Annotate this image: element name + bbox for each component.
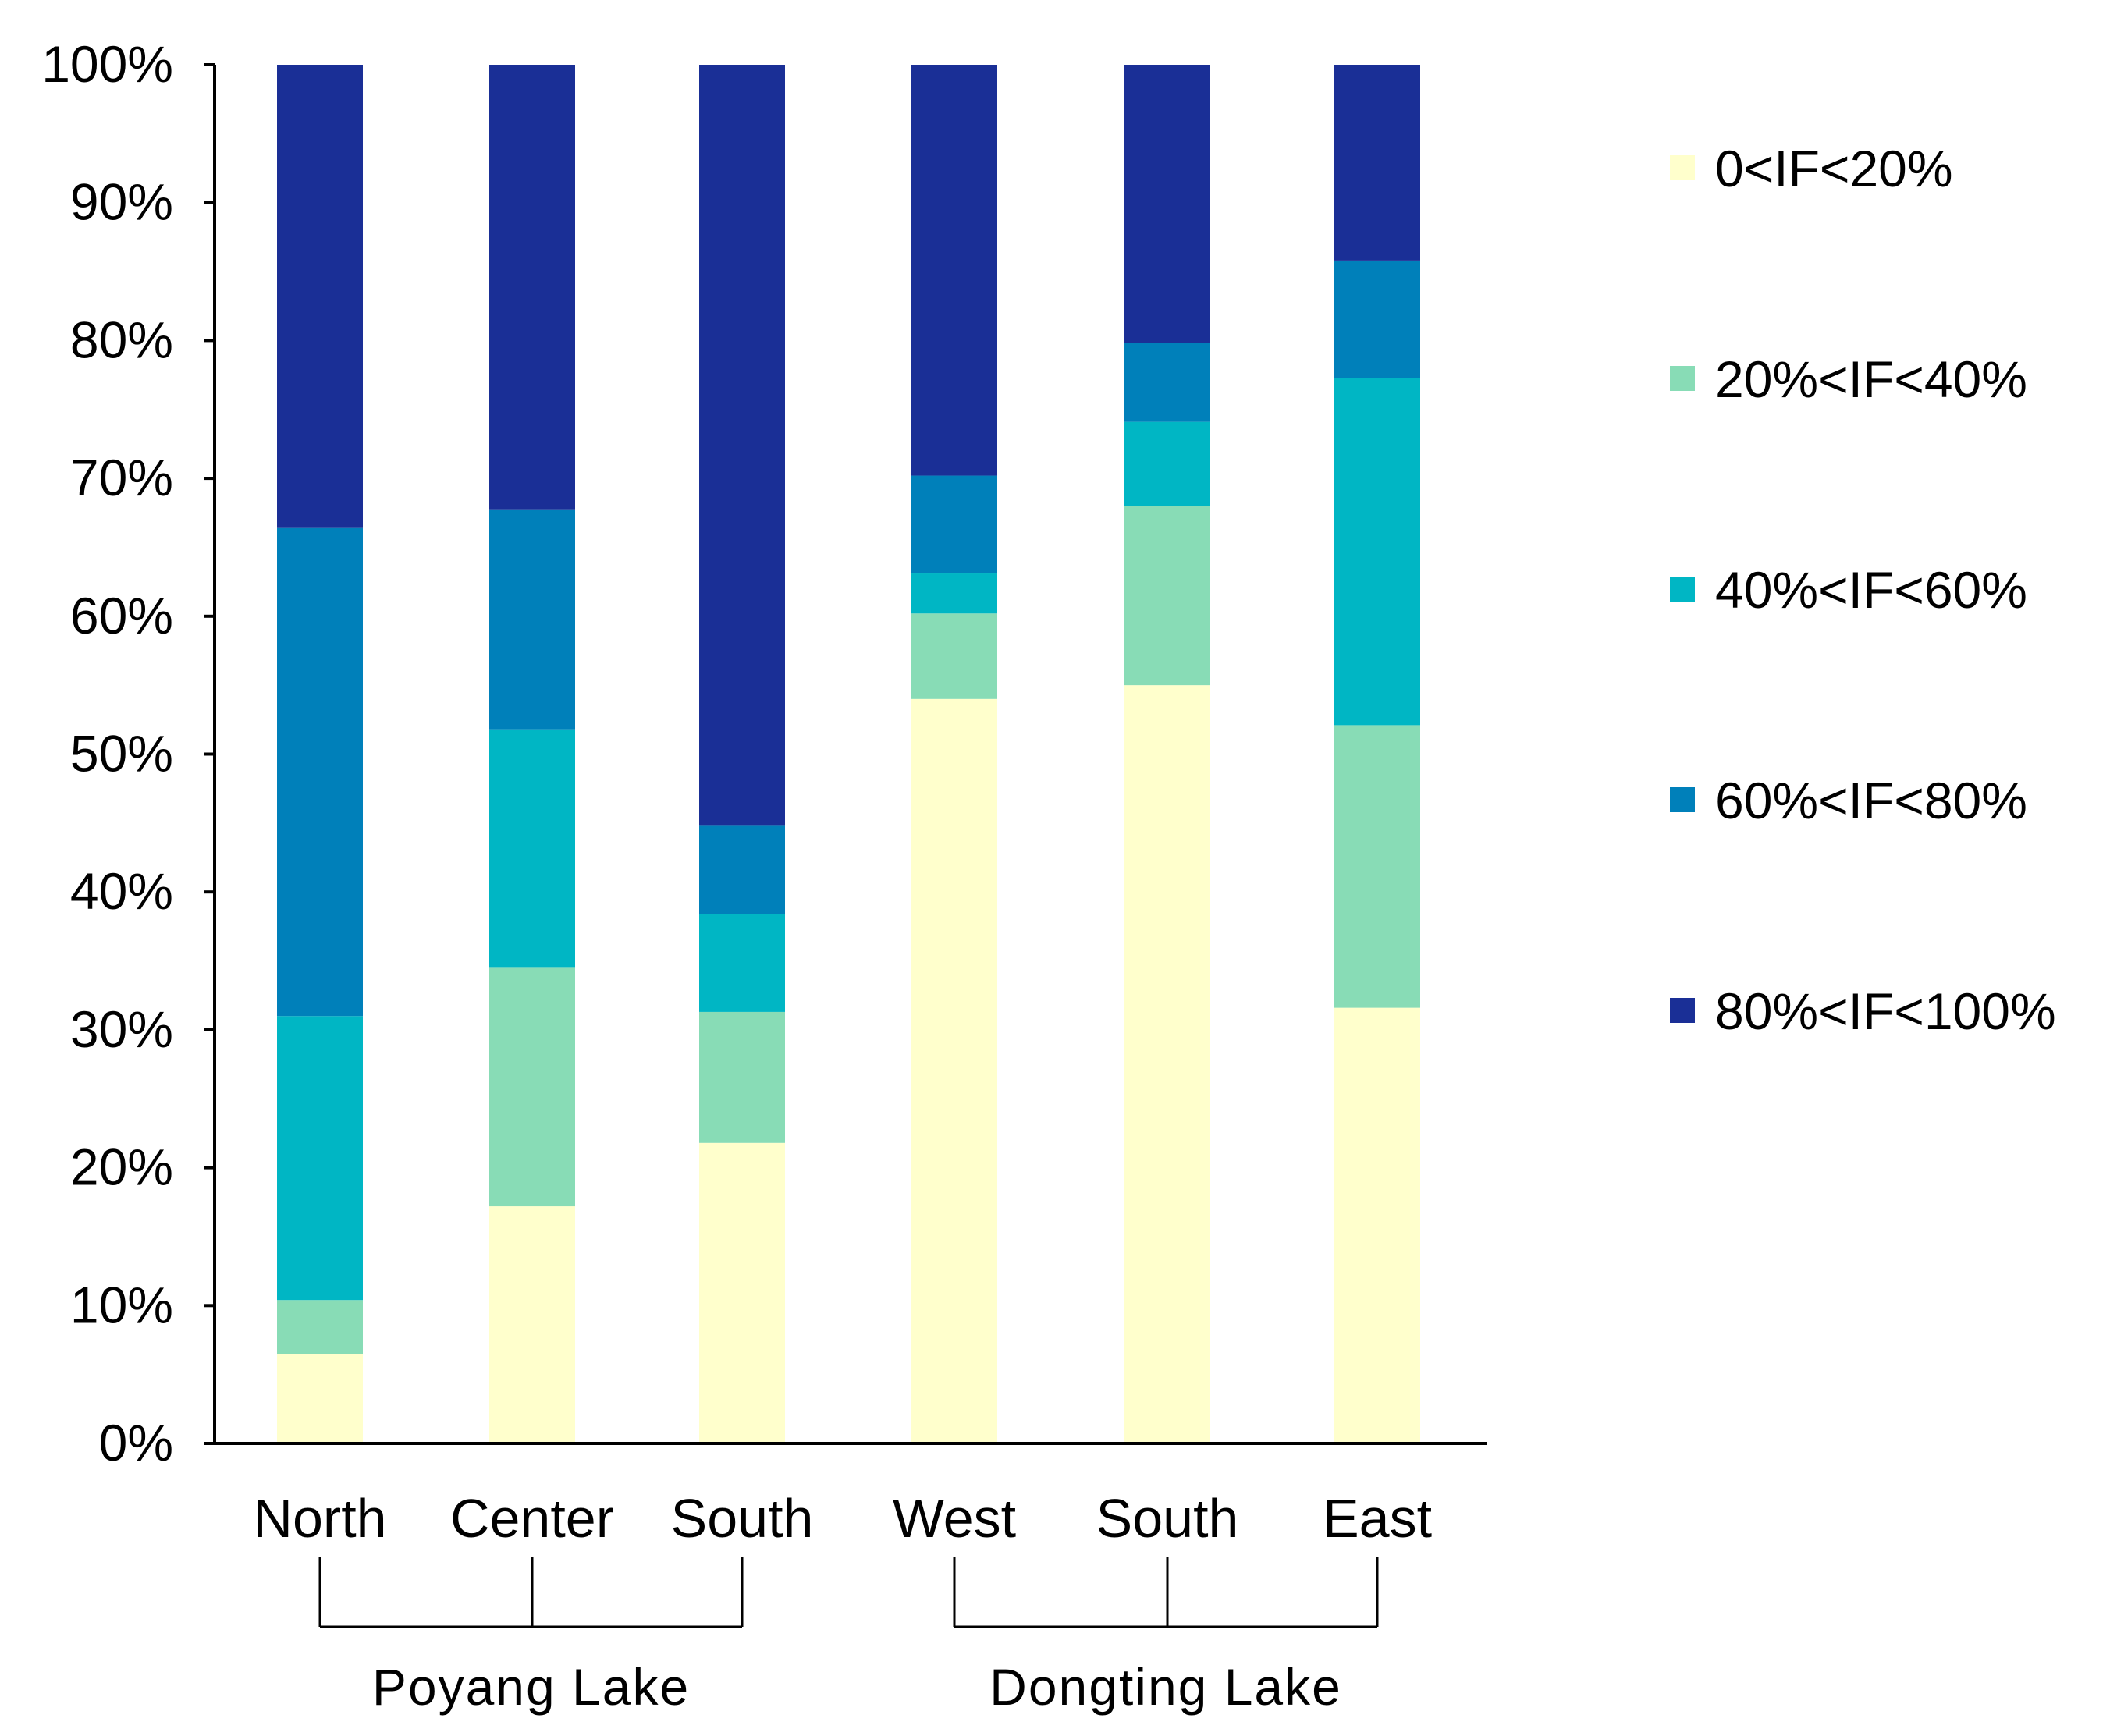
bar-segment-east-2 [1334,725,1420,1008]
bar-segment-north-1 [277,1354,363,1443]
y-tick-label: 70% [70,449,173,506]
bar-segment-south-5 [699,65,785,826]
bar-segment-east-5 [1334,65,1420,261]
bar-segment-west-3 [911,573,997,614]
legend-swatch [1670,787,1695,812]
y-tick-label: 90% [70,173,173,231]
group-label: Dongting Lake [989,1658,1342,1716]
y-tick-label: 30% [70,1000,173,1058]
legend-label: 20%<IF<40% [1715,350,2027,408]
bar-segment-west-5 [911,65,997,476]
x-category-label: South [671,1488,814,1549]
y-tick-label: 20% [70,1138,173,1196]
bar-segment-north-5 [277,65,363,528]
x-axis-categories: North Center South West South East [253,1488,1432,1549]
bar-segment-south-3 [699,914,785,1012]
y-tick-label: 60% [70,587,173,644]
x-category-label: South [1096,1488,1239,1549]
bar-segment-west-4 [911,475,997,574]
legend-swatch [1670,998,1695,1023]
bar-segment-north-3 [277,1016,363,1301]
bars-layer [277,65,1420,1443]
bar-segment-center-5 [489,65,575,510]
legend: 0<IF<20% 20%<IF<40% 40%<IF<60% 60%<IF<80% 80… [1670,140,2056,1040]
bar-segment-east-1 [1334,1007,1420,1443]
bar-segment-south-4 [699,825,785,914]
legend-label: 60%<IF<80% [1715,772,2027,829]
bar-segment-west-1 [911,698,997,1443]
legend-label: 0<IF<20% [1715,140,1953,197]
legend-swatch [1670,155,1695,180]
y-tick-label: 0% [99,1414,173,1472]
group-label: Poyang Lake [372,1658,690,1716]
bar-segment-north-4 [277,527,363,1017]
bar-segment-center-4 [489,509,575,730]
bar-segment-center-1 [489,1206,575,1443]
y-tick-label: 40% [70,862,173,920]
bar-segment-east-3 [1334,378,1420,726]
y-axis-ticks: 0% 10% 20% 30% 40% 50% 60% 70% 80% 90% 100% [41,35,215,1472]
bar-segment-south-2 [1124,506,1210,686]
y-tick-label: 100% [41,35,173,93]
x-category-label: Center [450,1488,614,1549]
category-groups: Poyang Lake Dongting Lake [318,1557,1379,1716]
x-category-label: West [893,1488,1016,1549]
bar-segment-south-4 [1124,343,1210,422]
bar-segment-center-3 [489,729,575,968]
legend-label: 40%<IF<60% [1715,561,2027,619]
bar-segment-south-1 [1124,685,1210,1443]
x-category-label: North [253,1488,386,1549]
bar-segment-south-5 [1124,65,1210,343]
legend-swatch [1670,366,1695,391]
y-tick-label: 80% [70,311,173,368]
legend-swatch [1670,577,1695,602]
legend-label: 80%<IF<100% [1715,982,2056,1040]
bar-segment-west-2 [911,613,997,699]
bar-segment-south-2 [699,1011,785,1143]
y-tick-label: 50% [70,725,173,783]
axes-layer [213,65,1487,1445]
bar-segment-north-2 [277,1300,363,1354]
bar-segment-south-1 [699,1142,785,1443]
y-tick-label: 10% [70,1276,173,1333]
bar-segment-center-2 [489,967,575,1207]
bar-segment-east-4 [1334,260,1420,378]
x-category-label: East [1323,1488,1432,1549]
bar-segment-south-3 [1124,421,1210,506]
